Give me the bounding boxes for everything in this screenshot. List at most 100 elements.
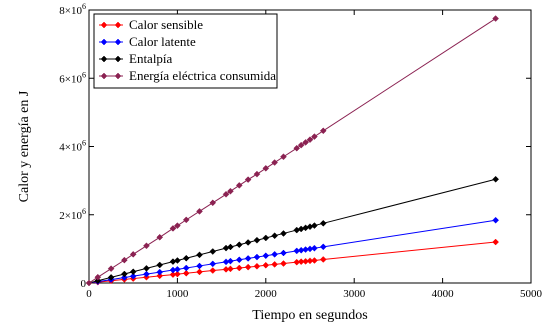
data-point xyxy=(156,261,164,269)
data-point xyxy=(121,256,128,264)
data-point xyxy=(235,182,243,189)
data-point xyxy=(297,141,305,149)
data-point xyxy=(143,242,150,250)
data-point xyxy=(169,225,177,232)
data-point xyxy=(492,216,499,224)
y-axis-label: Calor y energía en J xyxy=(17,90,32,202)
data-point xyxy=(227,187,234,195)
data-point xyxy=(319,219,327,227)
x-axis-label: Tiempo en segundos xyxy=(252,308,367,323)
data-point xyxy=(182,269,190,277)
y-tick-label: 0 xyxy=(81,278,87,290)
data-point xyxy=(319,243,327,251)
data-point xyxy=(253,170,261,178)
data-point xyxy=(253,253,261,261)
x-tick-label: 5000 xyxy=(520,288,543,300)
data-point xyxy=(121,270,128,278)
y-tick-label: 6×106 xyxy=(59,70,86,85)
data-point xyxy=(156,268,164,276)
data-point xyxy=(129,268,137,276)
data-point xyxy=(209,248,217,255)
data-point xyxy=(271,159,278,166)
data-point xyxy=(174,222,181,230)
data-point xyxy=(311,133,318,140)
data-point xyxy=(94,277,102,285)
legend-label: Calor latente xyxy=(129,34,196,49)
data-point xyxy=(182,254,190,262)
legend-label: Entalpía xyxy=(129,51,173,66)
data-point xyxy=(262,261,270,269)
data-point xyxy=(244,239,252,246)
data-point xyxy=(94,273,102,281)
data-point xyxy=(235,256,243,264)
x-tick-label: 3000 xyxy=(343,288,366,300)
legend-marker xyxy=(114,55,122,63)
data-point xyxy=(492,15,499,22)
data-point xyxy=(235,241,243,249)
data-point xyxy=(262,234,270,242)
x-tick-labels: 0 1000 2000 3000 4000 5000 xyxy=(86,288,542,300)
data-point xyxy=(306,136,314,144)
legend-label: Calor sensible xyxy=(129,17,203,32)
legend-marker xyxy=(114,72,122,80)
data-point xyxy=(293,144,301,152)
legend: Calor sensible Calor latente Entalpía Energ… xyxy=(93,13,278,89)
data-point xyxy=(196,268,203,276)
legend-marker xyxy=(100,38,108,46)
data-point xyxy=(280,153,287,161)
data-point xyxy=(156,272,164,280)
data-point xyxy=(227,243,234,251)
data-point xyxy=(262,252,270,260)
data-point xyxy=(492,175,499,183)
legend-box xyxy=(93,13,278,89)
data-point xyxy=(107,274,115,281)
data-point xyxy=(311,222,318,229)
data-point xyxy=(209,260,217,268)
data-point xyxy=(143,265,150,272)
data-point xyxy=(85,279,93,287)
data-point xyxy=(253,236,261,244)
data-point xyxy=(196,251,203,259)
data-point xyxy=(174,257,181,264)
data-point xyxy=(174,265,181,273)
x-tick-label: 4000 xyxy=(432,288,455,300)
data-point xyxy=(235,264,243,272)
series-line xyxy=(88,178,496,284)
data-point xyxy=(174,270,181,278)
data-point xyxy=(280,260,287,267)
series-4 xyxy=(85,15,499,287)
y-tick-label: 4×106 xyxy=(59,139,86,154)
legend-marker xyxy=(100,55,108,63)
data-point xyxy=(280,249,287,257)
data-point xyxy=(311,257,318,264)
x-tick-label: 1000 xyxy=(166,288,189,300)
legend-marker xyxy=(114,38,122,46)
y-tick-label: 8×106 xyxy=(59,2,86,17)
data-point xyxy=(143,270,150,278)
data-point xyxy=(253,262,261,270)
data-point xyxy=(121,274,128,281)
data-point xyxy=(244,176,252,183)
series-3 xyxy=(85,175,499,287)
y-tick-labels: 0 2×106 4×106 6×106 8×106 xyxy=(59,2,86,290)
legend-marker xyxy=(100,72,108,80)
data-point xyxy=(319,127,327,135)
x-tick-label: 0 xyxy=(86,288,92,300)
y-tick-label: 2×106 xyxy=(59,207,86,222)
data-point xyxy=(107,265,115,273)
series-layer xyxy=(85,15,499,287)
data-point xyxy=(271,261,278,268)
data-point xyxy=(227,257,234,265)
data-point xyxy=(196,262,203,270)
series-line xyxy=(88,219,496,284)
data-point xyxy=(222,190,230,198)
data-point xyxy=(492,238,499,246)
data-point xyxy=(280,230,287,237)
series-line xyxy=(88,241,496,284)
series-2 xyxy=(85,216,499,287)
data-point xyxy=(227,265,234,273)
data-point xyxy=(209,267,217,274)
data-point xyxy=(209,199,217,207)
data-point xyxy=(182,264,190,272)
